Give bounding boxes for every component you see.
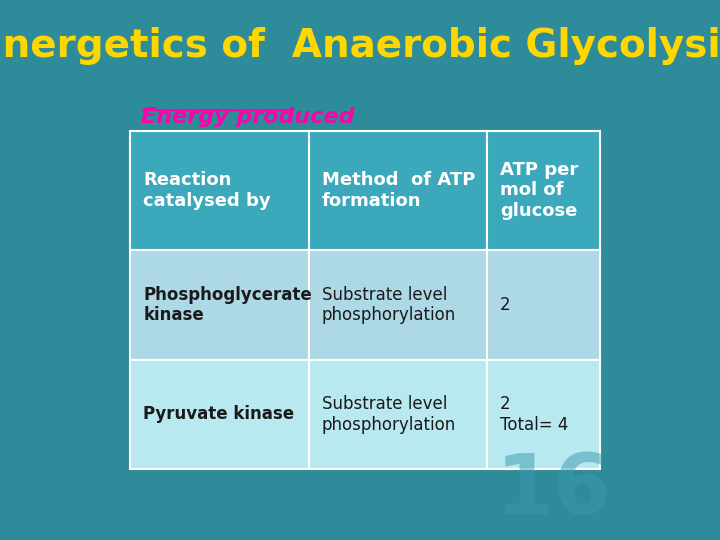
FancyBboxPatch shape [130, 131, 309, 251]
FancyBboxPatch shape [309, 360, 487, 469]
Text: 16: 16 [496, 450, 612, 531]
FancyBboxPatch shape [130, 251, 309, 360]
FancyBboxPatch shape [309, 251, 487, 360]
Text: Phosphoglycerate
kinase: Phosphoglycerate kinase [143, 286, 312, 325]
Text: Method  of ATP
formation: Method of ATP formation [322, 171, 475, 210]
FancyBboxPatch shape [487, 251, 600, 360]
Text: Substrate level
phosphorylation: Substrate level phosphorylation [322, 395, 456, 434]
Text: 2
Total= 4: 2 Total= 4 [500, 395, 568, 434]
FancyBboxPatch shape [487, 131, 600, 251]
Text: Pyruvate kinase: Pyruvate kinase [143, 405, 294, 423]
Text: Reaction
catalysed by: Reaction catalysed by [143, 171, 271, 210]
FancyBboxPatch shape [487, 360, 600, 469]
Text: Energy produced: Energy produced [140, 106, 354, 126]
FancyBboxPatch shape [130, 360, 309, 469]
Text: Energetics of  Anaerobic Glycolysis: Energetics of Anaerobic Glycolysis [0, 26, 720, 65]
FancyBboxPatch shape [309, 131, 487, 251]
Text: Substrate level
phosphorylation: Substrate level phosphorylation [322, 286, 456, 325]
Text: ATP per
mol of
glucose: ATP per mol of glucose [500, 161, 578, 220]
Text: 2: 2 [500, 296, 510, 314]
